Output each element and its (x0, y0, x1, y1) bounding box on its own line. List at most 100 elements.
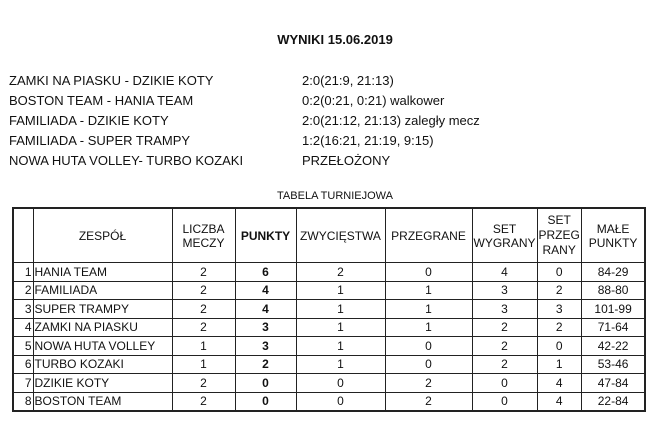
cell-rank: 7 (12, 373, 34, 393)
header-matches: LICZBA MECZY (171, 207, 236, 263)
cell-matches: 2 (171, 280, 236, 300)
cell-points: 6 (234, 262, 297, 282)
standings-table: ZESPÓŁ LICZBA MECZY PUNKTY ZWYCIĘSTWA PRZEGR… (12, 207, 647, 412)
cell-team: FAMILIADA (32, 280, 173, 300)
cell-sets-won: 2 (471, 336, 538, 356)
cell-small-points: 88-80 (580, 280, 646, 300)
table-caption: TABELA TURNIEJOWA (277, 190, 393, 202)
header-sets-won: SET WYGRANY (471, 207, 538, 263)
cell-small-points: 101-99 (580, 299, 646, 319)
cell-sets-won: 0 (471, 373, 538, 393)
cell-sets-won: 4 (471, 262, 538, 282)
cell-small-points: 22-84 (580, 391, 646, 412)
table-row: 3 SUPER TRAMPY 2 4 1 1 3 3 101-99 (12, 299, 646, 319)
table-row: 1 HANIA TEAM 2 6 2 0 4 0 84-29 (12, 262, 646, 282)
header-team: ZESPÓŁ (32, 207, 173, 263)
match-teams: BOSTON TEAM - HANIA TEAM (9, 93, 194, 108)
cell-points: 0 (234, 391, 297, 412)
cell-sets-lost: 2 (536, 317, 582, 337)
cell-rank: 8 (12, 391, 34, 412)
cell-losses: 0 (384, 262, 473, 282)
cell-matches: 2 (171, 373, 236, 393)
cell-sets-won: 0 (471, 391, 538, 412)
header-rank (12, 207, 34, 263)
cell-losses: 2 (384, 391, 473, 412)
cell-small-points: 47-84 (580, 373, 646, 393)
cell-matches: 2 (171, 317, 236, 337)
cell-wins: 1 (295, 317, 386, 337)
cell-sets-lost: 3 (536, 299, 582, 319)
cell-matches: 1 (171, 336, 236, 356)
cell-small-points: 71-64 (580, 317, 646, 337)
match-row: ZAMKI NA PIASKU - DZIKIE KOTY 2:0(21:9, 2… (9, 71, 609, 91)
match-result: 0:2(0:21, 0:21) walkower (302, 93, 445, 108)
cell-rank: 5 (12, 336, 34, 356)
cell-matches: 2 (171, 299, 236, 319)
cell-losses: 1 (384, 299, 473, 319)
cell-rank: 4 (12, 317, 34, 337)
cell-sets-lost: 1 (536, 354, 582, 374)
cell-wins: 1 (295, 280, 386, 300)
table-header-row: ZESPÓŁ LICZBA MECZY PUNKTY ZWYCIĘSTWA PRZEGR… (12, 207, 646, 263)
cell-rank: 6 (12, 354, 34, 374)
cell-sets-lost: 4 (536, 391, 582, 412)
cell-points: 3 (234, 317, 297, 337)
cell-matches: 1 (171, 354, 236, 374)
match-results: ZAMKI NA PIASKU - DZIKIE KOTY 2:0(21:9, 2… (9, 71, 609, 171)
cell-small-points: 42-22 (580, 336, 646, 356)
cell-team: DZIKIE KOTY (32, 373, 173, 393)
table-row: 7 DZIKIE KOTY 2 0 0 2 0 4 47-84 (12, 373, 646, 393)
cell-rank: 1 (12, 262, 34, 282)
cell-points: 0 (234, 373, 297, 393)
table-row: 4 ZAMKI NA PIASKU 2 3 1 1 2 2 71-64 (12, 317, 646, 337)
cell-points: 4 (234, 280, 297, 300)
cell-wins: 2 (295, 262, 386, 282)
match-row: BOSTON TEAM - HANIA TEAM 0:2(0:21, 0:21) … (9, 91, 609, 111)
header-small-points: MAŁE PUNKTY (580, 207, 646, 263)
cell-sets-lost: 0 (536, 336, 582, 356)
cell-team: HANIA TEAM (32, 262, 173, 282)
cell-losses: 0 (384, 336, 473, 356)
match-row: NOWA HUTA VOLLEY- TURBO KOZAKI PRZEŁOŻONY (9, 151, 609, 171)
match-result: 1:2(16:21, 21:19, 9:15) (302, 133, 434, 148)
match-teams: ZAMKI NA PIASKU - DZIKIE KOTY (9, 73, 214, 88)
cell-matches: 2 (171, 391, 236, 412)
cell-wins: 0 (295, 391, 386, 412)
match-row: FAMILIADA - SUPER TRAMPY 1:2(16:21, 21:19… (9, 131, 609, 151)
cell-wins: 1 (295, 354, 386, 374)
header-losses: PRZEGRANE (384, 207, 473, 263)
cell-sets-won: 3 (471, 299, 538, 319)
cell-points: 2 (234, 354, 297, 374)
cell-losses: 0 (384, 354, 473, 374)
cell-sets-lost: 4 (536, 373, 582, 393)
cell-rank: 3 (12, 299, 34, 319)
cell-sets-won: 2 (471, 354, 538, 374)
cell-small-points: 84-29 (580, 262, 646, 282)
header-points: PUNKTY (234, 207, 297, 263)
header-sets-lost: SET PRZEG RANY (536, 207, 582, 263)
cell-wins: 1 (295, 336, 386, 356)
cell-losses: 1 (384, 280, 473, 300)
cell-team: BOSTON TEAM (32, 391, 173, 412)
cell-points: 3 (234, 336, 297, 356)
cell-sets-lost: 0 (536, 262, 582, 282)
cell-sets-won: 3 (471, 280, 538, 300)
page-title: WYNIKI 15.06.2019 (277, 32, 393, 47)
table-row: 2 FAMILIADA 2 4 1 1 3 2 88-80 (12, 280, 646, 300)
cell-small-points: 53-46 (580, 354, 646, 374)
cell-sets-won: 2 (471, 317, 538, 337)
table-row: 6 TURBO KOZAKI 1 2 1 0 2 1 53-46 (12, 354, 646, 374)
match-row: FAMILIADA - DZIKIE KOTY 2:0(21:12, 21:13)… (9, 111, 609, 131)
match-result: 2:0(21:9, 21:13) (302, 73, 394, 88)
header-wins: ZWYCIĘSTWA (295, 207, 386, 263)
match-result: 2:0(21:12, 21:13) zaległy mecz (302, 113, 480, 128)
match-teams: FAMILIADA - DZIKIE KOTY (9, 113, 169, 128)
match-teams: FAMILIADA - SUPER TRAMPY (9, 133, 191, 148)
table-row: 8 BOSTON TEAM 2 0 0 2 0 4 22-84 (12, 391, 646, 412)
cell-wins: 1 (295, 299, 386, 319)
match-teams: NOWA HUTA VOLLEY- TURBO KOZAKI (9, 153, 244, 168)
table-row: 5 NOWA HUTA VOLLEY 1 3 1 0 2 0 42-22 (12, 336, 646, 356)
cell-losses: 2 (384, 373, 473, 393)
cell-wins: 0 (295, 373, 386, 393)
cell-points: 4 (234, 299, 297, 319)
